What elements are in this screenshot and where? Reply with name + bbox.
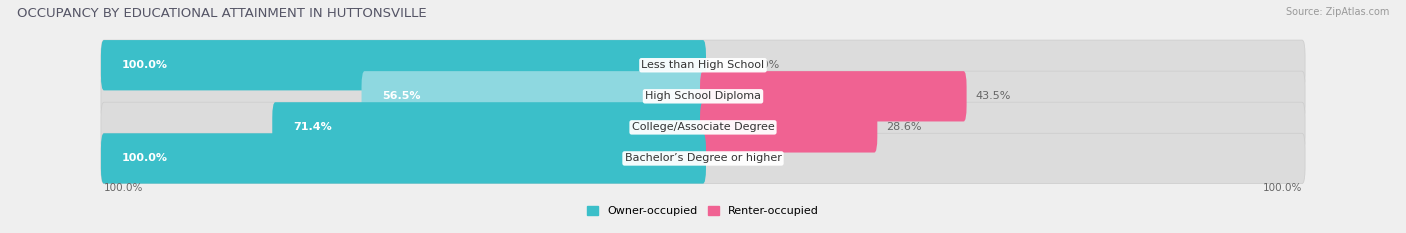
Text: 100.0%: 100.0% (122, 60, 167, 70)
Text: OCCUPANCY BY EDUCATIONAL ATTAINMENT IN HUTTONSVILLE: OCCUPANCY BY EDUCATIONAL ATTAINMENT IN H… (17, 7, 426, 20)
Text: High School Diploma: High School Diploma (645, 91, 761, 101)
FancyBboxPatch shape (700, 71, 966, 121)
Text: 43.5%: 43.5% (976, 91, 1011, 101)
FancyBboxPatch shape (101, 40, 1305, 90)
Text: College/Associate Degree: College/Associate Degree (631, 122, 775, 132)
Legend: Owner-occupied, Renter-occupied: Owner-occupied, Renter-occupied (582, 202, 824, 221)
FancyBboxPatch shape (361, 71, 706, 121)
Text: 56.5%: 56.5% (382, 91, 420, 101)
Text: 100.0%: 100.0% (1263, 183, 1302, 193)
Text: 100.0%: 100.0% (122, 154, 167, 163)
FancyBboxPatch shape (101, 133, 706, 184)
FancyBboxPatch shape (101, 71, 1305, 121)
Text: 71.4%: 71.4% (294, 122, 332, 132)
Text: 0.0%: 0.0% (751, 60, 779, 70)
Text: Bachelor’s Degree or higher: Bachelor’s Degree or higher (624, 154, 782, 163)
Text: 0.0%: 0.0% (751, 154, 779, 163)
FancyBboxPatch shape (101, 102, 1305, 153)
FancyBboxPatch shape (700, 102, 877, 153)
Text: Less than High School: Less than High School (641, 60, 765, 70)
Text: Source: ZipAtlas.com: Source: ZipAtlas.com (1285, 7, 1389, 17)
FancyBboxPatch shape (273, 102, 706, 153)
Text: 100.0%: 100.0% (104, 183, 143, 193)
FancyBboxPatch shape (101, 133, 1305, 184)
FancyBboxPatch shape (101, 40, 706, 90)
Text: 28.6%: 28.6% (886, 122, 922, 132)
